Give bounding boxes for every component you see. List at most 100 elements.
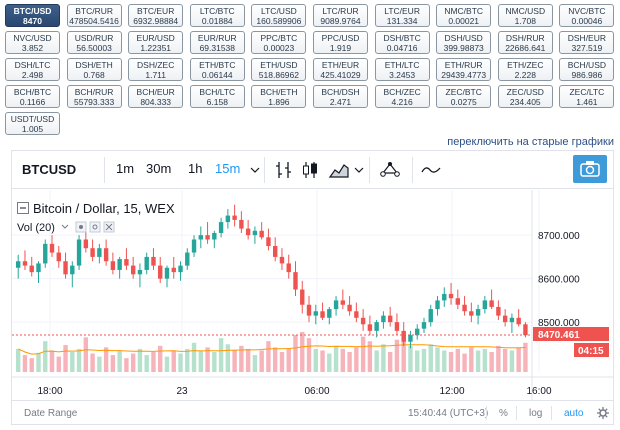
percent-scale-button[interactable]: % <box>499 408 508 419</box>
pair-button[interactable]: LTC/BTC 0.01884 <box>189 4 245 27</box>
pair-button[interactable]: EUR/RUR 69.31538 <box>189 31 245 54</box>
pair-button[interactable]: DSH/LTC 2.498 <box>5 58 60 81</box>
pair-price: 6.158 <box>206 97 228 107</box>
bars-chart-type-icon[interactable] <box>274 160 294 180</box>
pair-button[interactable]: NMC/USD 1.708 <box>497 4 553 27</box>
pair-button[interactable]: LTC/RUR 9089.9764 <box>313 4 368 27</box>
pair-name: BCH/EUR <box>136 87 175 97</box>
pair-name: NMC/USD <box>505 6 546 16</box>
volume-bar <box>36 352 41 372</box>
pair-button[interactable]: BTC/EUR 6932.98884 <box>128 4 184 27</box>
pair-button[interactable]: LTC/EUR 131.334 <box>374 4 430 27</box>
pair-button[interactable]: BTC/RUR 478504.5416 <box>66 4 122 27</box>
pair-name: ETH/RUR <box>444 60 483 70</box>
pair-name: DSH/RUR <box>505 33 545 43</box>
pair-button[interactable]: ETH/USD 518.86962 <box>251 58 307 81</box>
candle-body <box>36 263 41 273</box>
legend-volume-row: Vol (20) <box>17 221 130 234</box>
pair-button[interactable]: BCH/DSH 2.471 <box>313 85 368 108</box>
candle-body <box>29 265 34 273</box>
pair-button[interactable]: PPC/USD 1.919 <box>313 31 368 54</box>
pair-button[interactable]: ETH/RUR 29439.4773 <box>436 58 492 81</box>
interval-1h[interactable]: 1h <box>188 161 203 176</box>
symbol-search-button[interactable]: BTCUSD <box>22 162 77 177</box>
volume-bar <box>158 345 163 372</box>
volume-bar <box>76 348 82 372</box>
pair-name: DSH/ETH <box>75 60 113 70</box>
time-tick-label: 16:00 <box>526 386 551 397</box>
volume-bar <box>22 355 28 372</box>
interval-1m[interactable]: 1m <box>116 161 135 176</box>
volume-indicator-label: Vol (20) <box>17 222 55 234</box>
date-range-button[interactable]: Date Range <box>24 408 78 419</box>
gear-icon[interactable] <box>597 407 609 419</box>
pair-button[interactable]: DSH/ZEC 1.711 <box>128 58 184 81</box>
screenshot-button[interactable] <box>573 155 607 183</box>
pair-button[interactable]: BCH/RUR 55793.333 <box>66 85 122 108</box>
volume-bar <box>408 345 413 372</box>
pair-button[interactable]: ETH/BTC 0.06144 <box>189 58 245 81</box>
pair-button[interactable]: LTC/USD 160.589906 <box>251 4 307 27</box>
log-scale-button[interactable]: log <box>529 408 543 419</box>
pair-button[interactable]: ETH/LTC 3.2453 <box>374 58 430 81</box>
pair-button[interactable]: ZEC/USD 234.405 <box>497 85 553 108</box>
volume-bar <box>49 350 55 372</box>
pair-button[interactable]: PPC/BTC 0.00023 <box>251 31 307 54</box>
candle-body <box>63 261 68 275</box>
pair-name: ZEC/USD <box>506 87 544 97</box>
pair-button[interactable]: DSH/USD 399.98873 <box>436 31 492 54</box>
pair-button[interactable]: BCH/BTC 0.1166 <box>5 85 60 108</box>
interval-15m[interactable]: 15m <box>215 161 241 176</box>
pair-button[interactable]: DSH/RUR 22686.641 <box>497 31 553 54</box>
pair-price: 2.498 <box>21 70 44 80</box>
pair-button[interactable]: EUR/USD 1.22351 <box>128 31 184 54</box>
pair-button[interactable]: BTC/USD 8470 <box>5 4 60 27</box>
pair-button[interactable]: BCH/EUR 804.333 <box>128 85 184 108</box>
candles-chart-type-icon[interactable] <box>300 160 320 180</box>
pair-button[interactable]: NVC/USD 3.852 <box>5 31 60 54</box>
pair-button[interactable]: DSH/EUR 327.519 <box>559 31 615 54</box>
indicators-icon[interactable] <box>378 160 402 180</box>
pair-button[interactable]: DSH/ETH 0.768 <box>66 58 122 81</box>
time-tick-label: 18:00 <box>37 386 62 397</box>
pair-button[interactable]: BCH/ZEC 4.216 <box>374 85 430 108</box>
collapse-legend-icon[interactable] <box>17 202 29 214</box>
volume-bar <box>205 347 210 372</box>
chevron-down-icon[interactable] <box>250 166 260 174</box>
candle-body <box>97 248 102 257</box>
candle-body <box>178 265 183 273</box>
pair-button[interactable]: ZEC/BTC 0.0275 <box>436 85 492 108</box>
pair-button[interactable]: BCH/ETH 1.896 <box>251 85 307 108</box>
pair-name: DSH/BTC <box>383 33 421 43</box>
volume-bar <box>502 348 508 372</box>
pair-button[interactable]: USDT/USD 1.005 <box>5 112 60 135</box>
pair-button[interactable]: USD/RUR 56.50003 <box>66 31 122 54</box>
volume-indicator-controls[interactable] <box>60 221 130 233</box>
volume-bar <box>218 338 224 372</box>
clock-readout: 15:40:44 (UTC+3) <box>408 408 489 419</box>
pair-button[interactable]: BCH/USD 986.986 <box>559 58 615 81</box>
compare-icon[interactable] <box>420 160 442 180</box>
switch-old-charts-link[interactable]: переключить на старые графики <box>447 136 614 148</box>
candle-body <box>191 239 197 253</box>
pair-button[interactable]: ETH/ZEC 2.228 <box>497 58 553 81</box>
area-chart-type-icon[interactable] <box>328 160 350 180</box>
candle-body <box>232 215 237 220</box>
candle-body <box>76 239 82 266</box>
pair-button[interactable]: ETH/EUR 425.41029 <box>313 58 368 81</box>
pair-button[interactable]: BCH/LTC 6.158 <box>189 85 245 108</box>
pair-name: ETH/LTC <box>384 60 420 70</box>
pair-button[interactable]: NMC/BTC 0.00021 <box>436 4 492 27</box>
auto-scale-button[interactable]: auto <box>564 408 584 419</box>
interval-30m[interactable]: 30m <box>146 161 172 176</box>
volume-bar <box>293 335 298 372</box>
toolbar-divider <box>104 157 105 183</box>
chevron-down-icon[interactable] <box>354 166 364 174</box>
pair-button[interactable]: NVC/BTC 0.00046 <box>559 4 615 27</box>
pair-price: 55793.333 <box>74 97 115 107</box>
time-tick-label: 12:00 <box>439 386 464 397</box>
pair-name: BCH/USD <box>567 60 607 70</box>
pair-button[interactable]: DSH/BTC 0.04716 <box>374 31 430 54</box>
pair-button[interactable]: ZEC/LTC 1.461 <box>559 85 615 108</box>
price-chart[interactable]: 8700.000 8600.000 8500.000 18:00 23 06:00 12:0… <box>12 190 613 400</box>
